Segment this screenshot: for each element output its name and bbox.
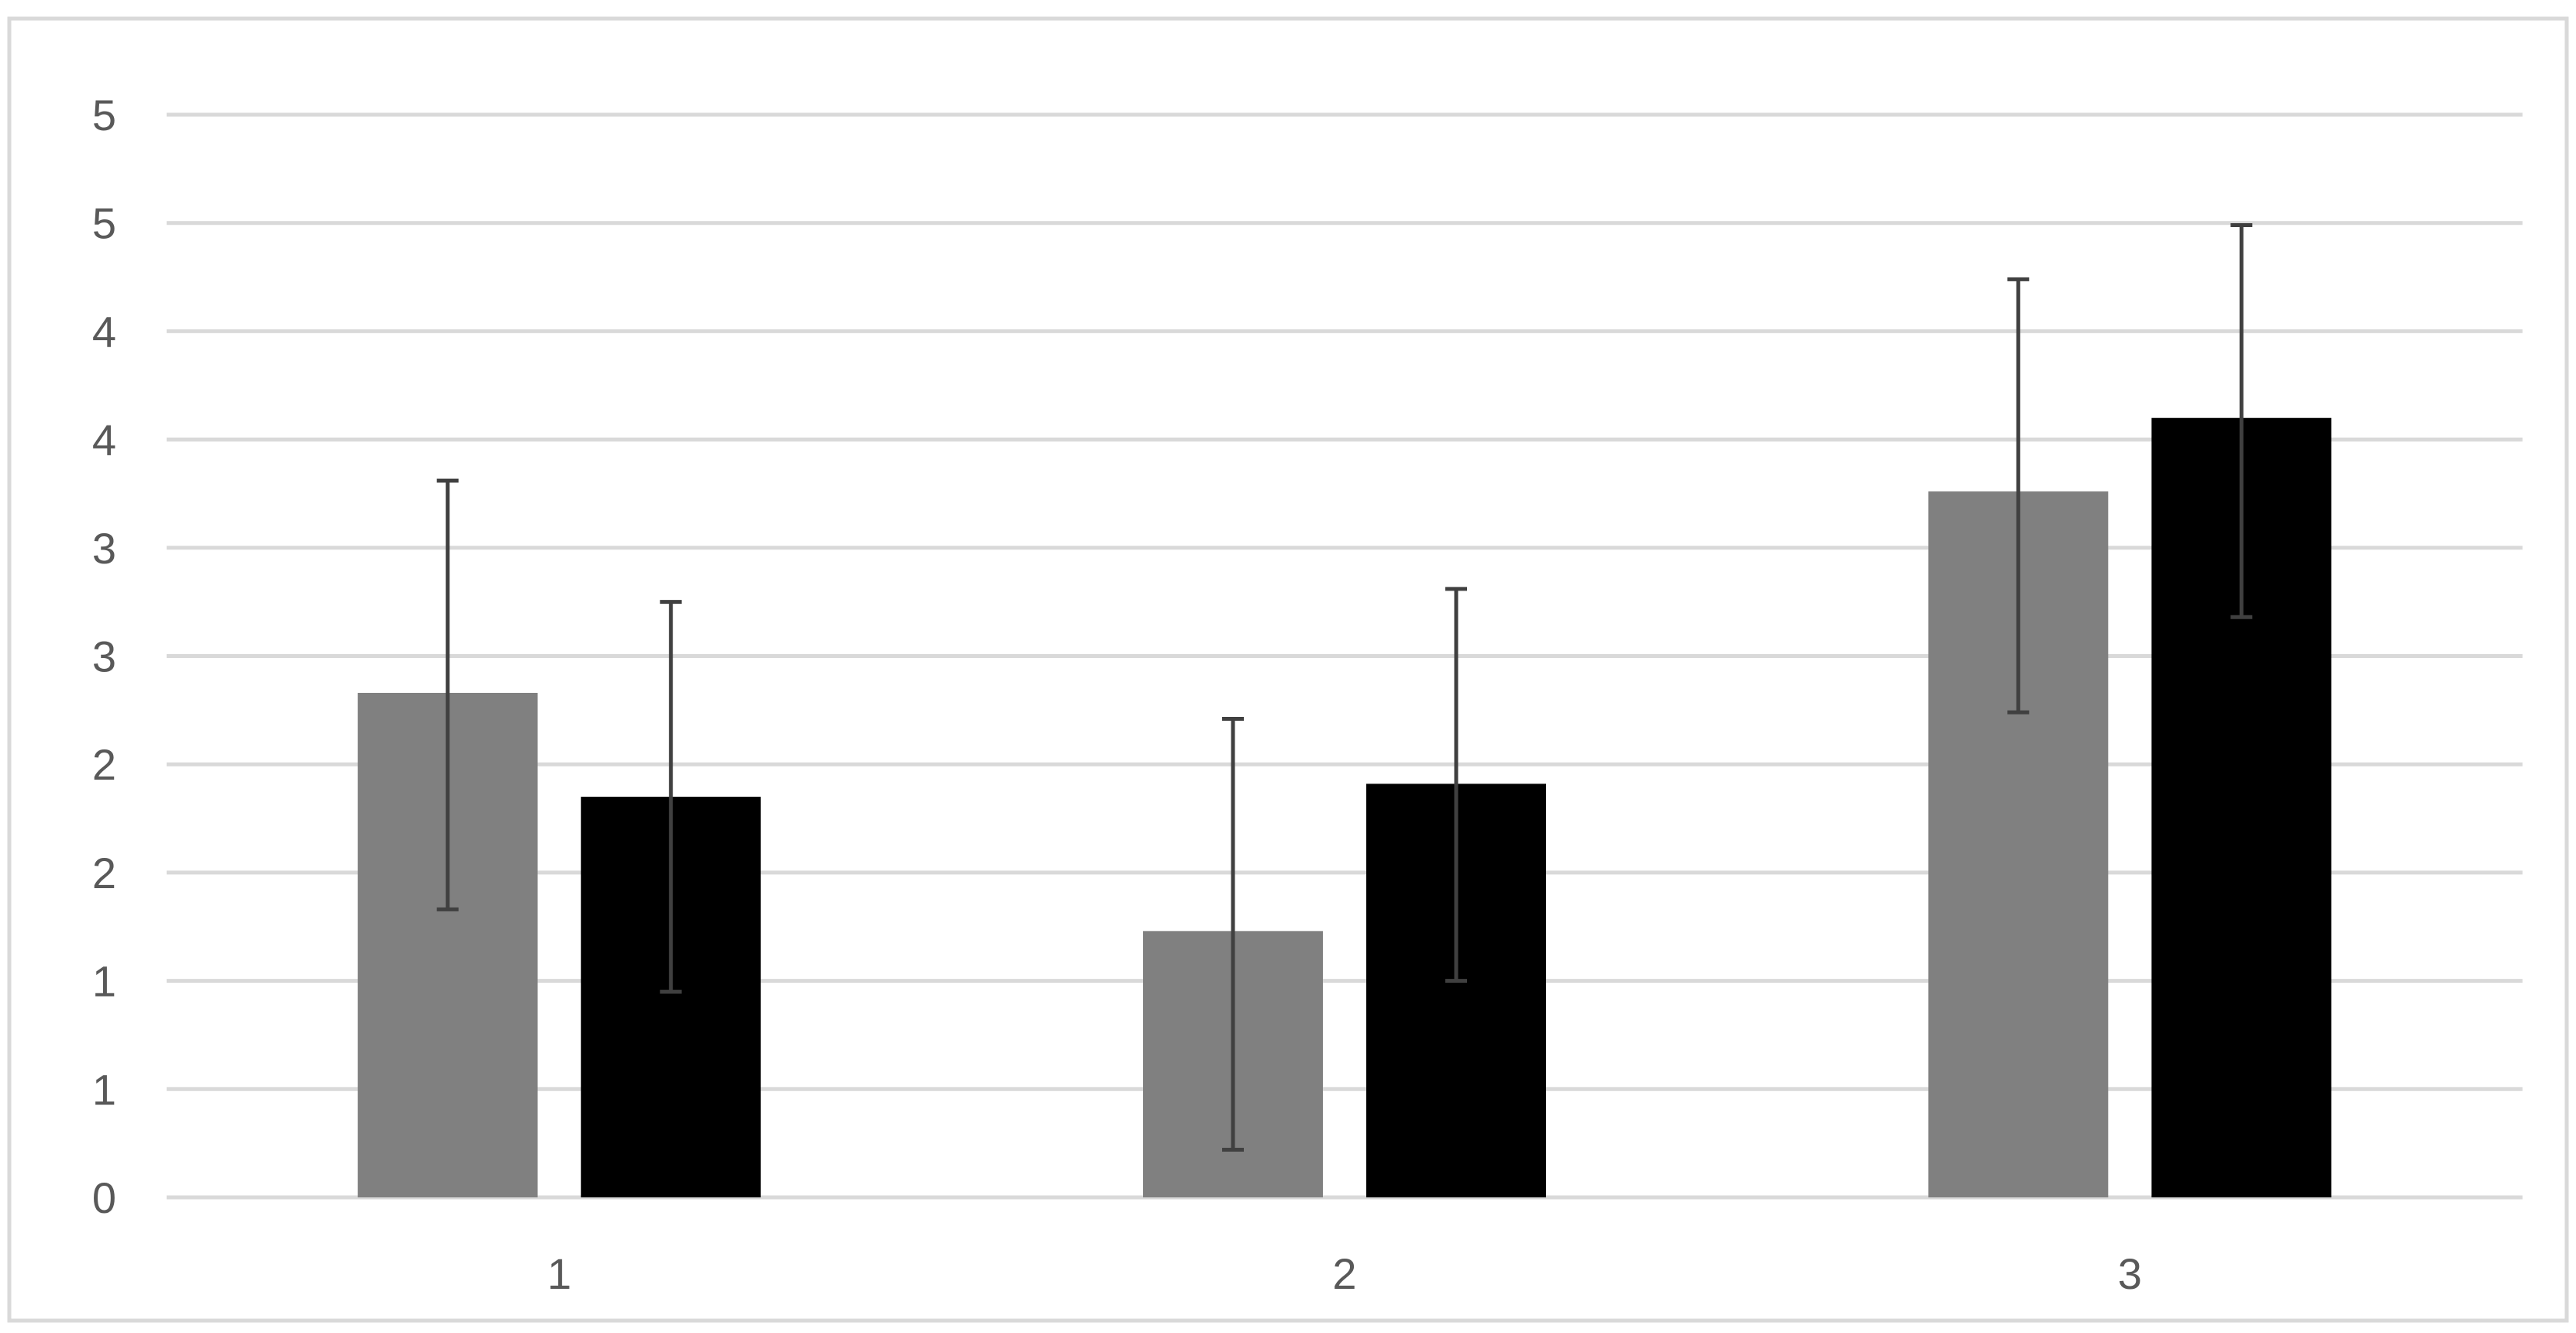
y-tick-label: 3: [92, 524, 116, 573]
y-tick-label: 4: [92, 307, 116, 356]
x-category-label: 3: [2118, 1249, 2142, 1298]
x-category-label: 2: [1332, 1249, 1356, 1298]
y-tick-label: 2: [92, 849, 116, 897]
y-tick-label: 2: [92, 740, 116, 789]
y-tick-label: 0: [92, 1173, 116, 1222]
y-tick-label: 1: [92, 1065, 116, 1114]
gridlines: [167, 112, 2523, 1200]
y-tick-label: 5: [92, 199, 116, 248]
y-tick-label: 5: [92, 91, 116, 140]
y-axis-tick-labels: 0 1 1 2 2 3 3 4 4 5 5: [92, 91, 116, 1222]
y-tick-label: 3: [92, 632, 116, 681]
y-tick-label: 4: [92, 415, 116, 464]
x-category-label: 1: [547, 1249, 571, 1298]
y-tick-label: 1: [92, 957, 116, 1006]
x-axis-category-labels: 1 2 3: [547, 1249, 2142, 1298]
error-bars: [436, 222, 2253, 1152]
